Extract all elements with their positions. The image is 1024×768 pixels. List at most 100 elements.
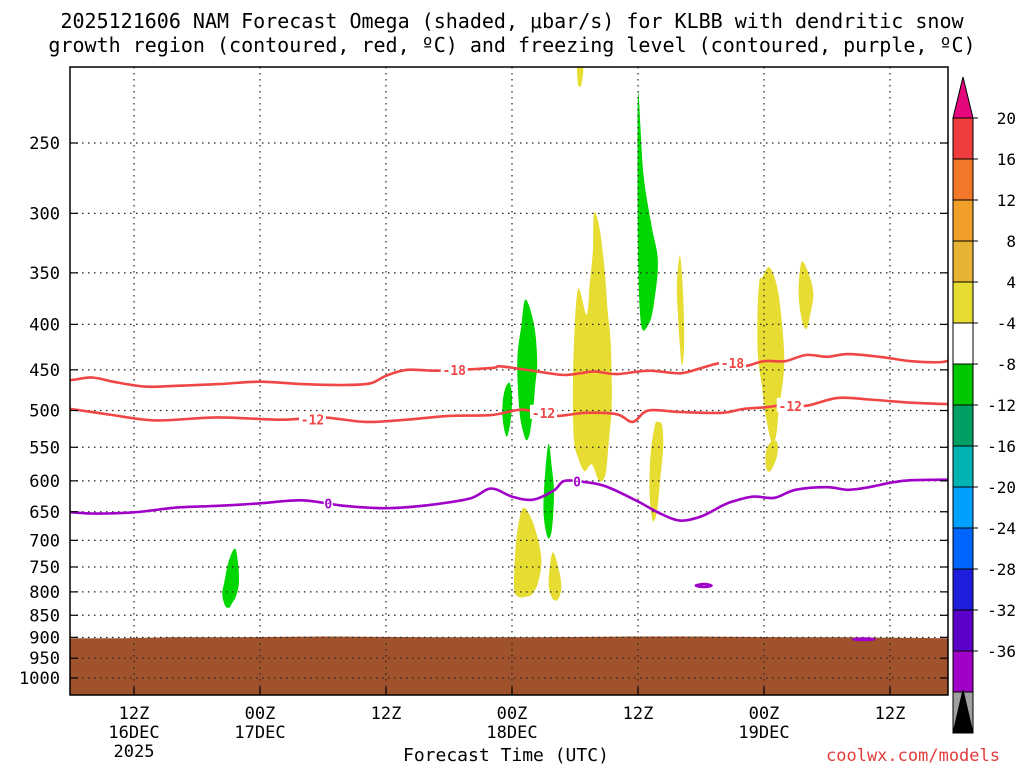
x-tick-label-54: 12Z bbox=[623, 704, 654, 724]
colorbar: 20 16 12 8 4 -4 -8 -12 -16 -20 -24 -28 -32 -36 bbox=[952, 76, 1016, 734]
x-tick-year-6: 2025 bbox=[114, 742, 155, 762]
omega-region-sinking-6 bbox=[572, 212, 612, 482]
y-tick-label-550: 550 bbox=[29, 438, 60, 458]
contour-label-bg-2 bbox=[719, 354, 746, 369]
y-axis: 2503003504004505005506006507007508008509… bbox=[19, 134, 948, 689]
colorbar-label-5: -4 bbox=[997, 314, 1016, 333]
x-tick-label-6: 12Z bbox=[119, 704, 150, 724]
contour-label-bg-1 bbox=[440, 361, 468, 376]
omega-region-sinking-12 bbox=[514, 507, 542, 598]
colorbar-label-12: -32 bbox=[987, 601, 1016, 620]
omega-region-rising-2 bbox=[502, 382, 513, 437]
contour-label-1: -18 bbox=[443, 364, 467, 379]
y-tick-label-400: 400 bbox=[29, 315, 60, 335]
colorbar-box-8 bbox=[952, 445, 974, 488]
omega-shading-layer bbox=[222, 67, 814, 608]
colorbar-label-9: -20 bbox=[987, 478, 1016, 497]
y-tick-label-450: 450 bbox=[29, 361, 60, 381]
colorbar-label-7: -12 bbox=[987, 396, 1016, 415]
isotherm-line-0-2 bbox=[70, 478, 948, 522]
contour-label-bg-4 bbox=[299, 411, 326, 426]
x-tick-label-30: 12Z bbox=[371, 704, 402, 724]
terrain-layer bbox=[70, 636, 948, 695]
x-tick-date-6: 16DEC bbox=[108, 723, 159, 743]
contour-label-4: -12 bbox=[301, 414, 324, 429]
omega-region-sinking-10 bbox=[798, 261, 814, 330]
contour-label-7: 0 bbox=[324, 497, 332, 512]
y-tick-label-350: 350 bbox=[29, 264, 60, 284]
colorbar-label-10: -24 bbox=[987, 519, 1016, 538]
colorbar-box-5 bbox=[952, 322, 974, 365]
omega-region-sinking-9 bbox=[757, 267, 785, 445]
x-tick-date-18: 17DEC bbox=[234, 723, 285, 743]
colorbar-box-12 bbox=[952, 609, 974, 652]
isotherm-line--12-1 bbox=[70, 396, 948, 424]
colorbar-box-7 bbox=[952, 404, 974, 447]
colorbar-box-6 bbox=[952, 363, 974, 406]
colorbar-box-11 bbox=[952, 568, 974, 611]
colorbar-label-13: -36 bbox=[987, 642, 1016, 661]
contour-label-5: -12 bbox=[532, 407, 555, 422]
x-tick-date-66: 19DEC bbox=[738, 723, 789, 743]
colorbar-box-0 bbox=[952, 117, 974, 160]
colorbar-label-6: -8 bbox=[997, 355, 1016, 374]
x-tick-label-66: 00Z bbox=[749, 704, 780, 724]
y-tick-label-900: 900 bbox=[29, 628, 60, 648]
y-tick-label-800: 800 bbox=[29, 583, 60, 603]
colorbar-box-10 bbox=[952, 527, 974, 570]
colorbar-box-1 bbox=[952, 158, 974, 201]
chart-title-line-1: 2025121606 NAM Forecast Omega (shaded, μ… bbox=[60, 9, 964, 33]
omega-region-rising-3 bbox=[543, 443, 554, 539]
x-tick-label-18: 00Z bbox=[245, 704, 276, 724]
colorbar-label-4: 4 bbox=[1006, 273, 1016, 292]
colorbar-bottom-arrow bbox=[952, 689, 974, 734]
x-tick-label-42: 00Z bbox=[497, 704, 528, 724]
y-tick-label-750: 750 bbox=[29, 558, 60, 578]
grid-layer bbox=[70, 67, 948, 695]
y-tick-label-950: 950 bbox=[29, 649, 60, 669]
y-tick-label-1000: 1000 bbox=[19, 669, 60, 689]
colorbar-box-13 bbox=[952, 650, 974, 693]
colorbar-top-arrow bbox=[952, 76, 974, 119]
omega-region-rising-0 bbox=[222, 548, 240, 608]
omega-region-sinking-8 bbox=[676, 255, 685, 366]
x-axis-title: Forecast Time (UTC) bbox=[403, 745, 609, 766]
chart-title-line-2: growth region (contoured, red, ºC) and f… bbox=[48, 33, 976, 57]
contour-label-6: -12 bbox=[779, 400, 802, 415]
y-tick-label-300: 300 bbox=[29, 204, 60, 224]
contour-label-8: 0 bbox=[573, 476, 581, 491]
colorbar-label-11: -28 bbox=[987, 560, 1016, 579]
terrain-fill bbox=[70, 636, 948, 695]
omega-region-sinking-7 bbox=[649, 421, 664, 522]
omega-region-sinking-11 bbox=[765, 439, 778, 472]
credit-link[interactable]: coolwx.com/models bbox=[826, 746, 1000, 766]
y-tick-label-700: 700 bbox=[29, 531, 60, 551]
contour-label-2: -18 bbox=[721, 357, 745, 372]
omega-region-rising-4 bbox=[637, 92, 658, 331]
y-tick-label-650: 650 bbox=[29, 503, 60, 523]
contour-label-bg-8 bbox=[572, 473, 582, 488]
colorbar-label-8: -16 bbox=[987, 437, 1016, 456]
omega-region-sinking-5 bbox=[577, 67, 584, 88]
x-tick-date-42: 18DEC bbox=[486, 723, 537, 743]
colorbar-label-1: 16 bbox=[997, 150, 1016, 169]
y-tick-label-600: 600 bbox=[29, 472, 60, 492]
isotherm-line-small-3 bbox=[694, 582, 713, 589]
colorbar-label-3: 8 bbox=[1006, 232, 1016, 251]
omega-region-sinking-13 bbox=[548, 552, 562, 601]
colorbar-label-2: 12 bbox=[997, 191, 1016, 210]
x-tick-label-78: 12Z bbox=[875, 704, 906, 724]
contour-label-bg-7 bbox=[323, 495, 333, 510]
colorbar-label-0: 20 bbox=[997, 109, 1016, 128]
colorbar-box-3 bbox=[952, 240, 974, 283]
plot-frame bbox=[69, 66, 949, 696]
colorbar-box-4 bbox=[952, 281, 974, 324]
contour-label-bg-6 bbox=[776, 397, 804, 412]
y-tick-label-250: 250 bbox=[29, 134, 60, 154]
contour-label-bg-5 bbox=[530, 404, 557, 419]
y-tick-label-850: 850 bbox=[29, 606, 60, 626]
colorbar-box-2 bbox=[952, 199, 974, 242]
